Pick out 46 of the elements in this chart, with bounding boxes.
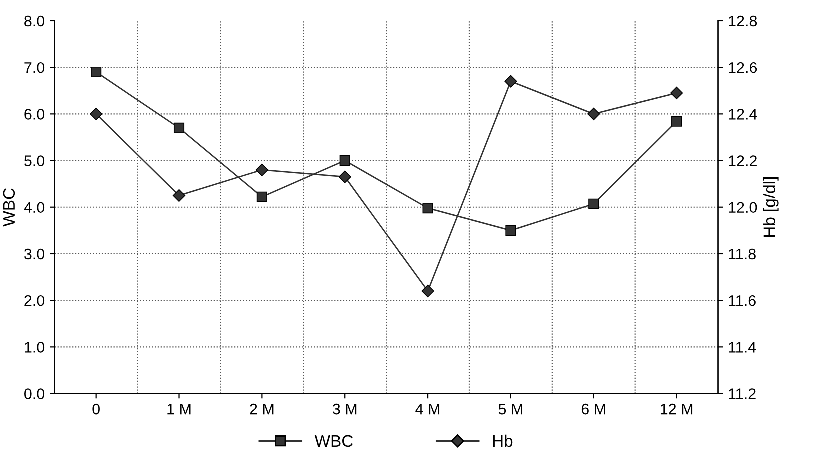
point: [588, 198, 600, 210]
y-tick-label: 8.0: [24, 16, 45, 27]
y-tick-label: 1.0: [25, 342, 45, 353]
point: [340, 155, 350, 166]
x-tick-label: 4 M: [416, 404, 440, 415]
point: [172, 189, 186, 202]
x-tick-label: 0: [92, 404, 100, 415]
point: [672, 116, 682, 127]
point: [256, 164, 268, 176]
x-tick-label: 5 M: [498, 404, 522, 415]
y-tick-label: 6.0: [24, 109, 45, 120]
y-axis-title: WBC: [3, 188, 16, 227]
point: [91, 66, 102, 78]
point: [504, 75, 518, 88]
point: [588, 108, 600, 120]
y-tick-label: 3.0: [24, 248, 45, 260]
y-tick-label: 5.0: [24, 156, 45, 166]
point: [256, 192, 268, 202]
y-tick-label: 4.0: [24, 202, 45, 214]
y2-tick-label: 11.8: [729, 248, 756, 260]
point: [422, 284, 434, 298]
x-tick-label: 12 M: [660, 404, 693, 415]
y2-tick-label: 12.6: [729, 62, 758, 74]
y2-tick-label: 12.2: [729, 156, 757, 166]
y2-tick-label: 12.4: [729, 109, 758, 120]
legend-label: Hb: [493, 434, 513, 448]
y2-tick-label: 12.8: [729, 16, 758, 27]
point: [174, 122, 185, 134]
point: [506, 225, 516, 236]
y2-axis-title: Hb [g/dl]: [763, 178, 779, 238]
y2-tick-label: 12.0: [729, 202, 758, 214]
y-tick-label: 0.0: [24, 388, 45, 400]
point: [338, 170, 352, 184]
y2-tick-label: 11.2: [729, 388, 756, 400]
y2-tick-label: 11.4: [729, 342, 756, 353]
y-tick-label: 7.0: [24, 62, 45, 74]
x-tick-label: 6 M: [582, 404, 606, 415]
y-tick-label: 2.0: [24, 295, 45, 306]
point: [422, 203, 434, 214]
point: [90, 108, 103, 120]
x-tick-label: 1 M: [168, 404, 191, 415]
legend-label: WBC: [314, 435, 354, 448]
y2-tick-label: 11.6: [729, 295, 756, 306]
x-tick-label: 2 M: [250, 404, 274, 415]
point: [670, 86, 684, 100]
x-tick-label: 3 M: [332, 404, 357, 415]
